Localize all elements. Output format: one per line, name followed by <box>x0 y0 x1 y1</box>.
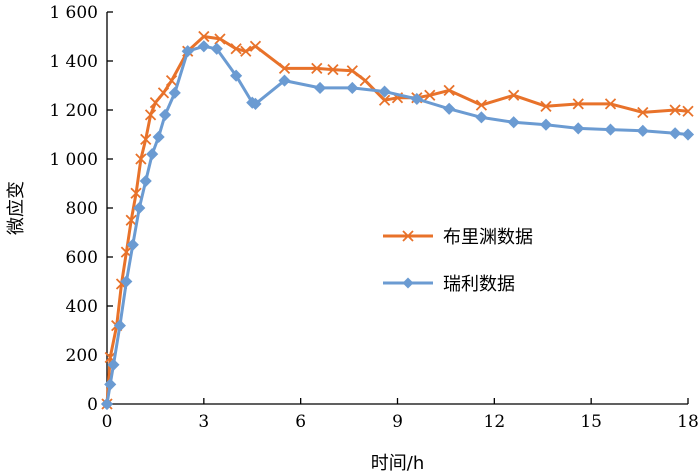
y-tick-label: 200 <box>66 346 98 366</box>
x-tick-label: 3 <box>198 412 209 432</box>
data-point <box>278 62 291 74</box>
data-point <box>378 85 391 98</box>
legend-label: 瑞利数据 <box>443 274 515 295</box>
data-point <box>100 397 114 411</box>
legend-marker <box>402 230 414 242</box>
data-point <box>636 124 649 137</box>
data-point <box>230 43 242 55</box>
data-point <box>197 40 210 53</box>
data-point <box>313 81 327 95</box>
legend-marker <box>402 277 414 289</box>
y-tick-label: 1 000 <box>49 150 98 170</box>
data-point <box>669 104 681 116</box>
data-point <box>681 128 695 141</box>
data-point <box>346 81 359 95</box>
data-point <box>144 109 157 121</box>
data-point <box>159 108 172 121</box>
data-point <box>508 89 520 101</box>
y-tick-label: 0 <box>87 395 98 415</box>
data-point <box>410 92 423 106</box>
data-point <box>130 187 142 199</box>
data-point <box>682 105 694 117</box>
series-rayleigh <box>100 40 695 411</box>
data-point <box>240 45 252 57</box>
data-point <box>346 65 358 77</box>
data-point <box>139 174 152 188</box>
data-point <box>539 118 553 131</box>
x-tick-label: 15 <box>580 412 602 432</box>
legend-item: 瑞利数据 <box>383 274 515 295</box>
data-point <box>120 275 133 288</box>
data-point <box>669 127 682 140</box>
data-point <box>443 84 455 97</box>
data-point <box>604 98 617 110</box>
y-axis-title: 微应变 <box>6 181 27 235</box>
data-point <box>113 319 126 332</box>
legend-label: 布里渊数据 <box>443 227 533 248</box>
data-point <box>125 214 137 226</box>
axes <box>106 12 688 405</box>
series-layer <box>100 30 695 411</box>
series-brillouin <box>101 30 694 410</box>
data-point <box>149 97 162 109</box>
x-tick-label: 6 <box>295 412 306 432</box>
data-point <box>107 358 120 371</box>
x-tick-label: 0 <box>102 412 113 432</box>
series-line <box>105 44 689 405</box>
data-point <box>198 30 210 43</box>
y-tick-label: 400 <box>66 297 98 317</box>
y-tick-label: 600 <box>66 248 98 268</box>
series-line <box>105 35 689 405</box>
data-point <box>327 63 339 76</box>
data-point <box>135 153 147 165</box>
data-point <box>133 201 146 215</box>
data-point <box>249 40 262 52</box>
y-tick-label: 1 600 <box>49 3 98 23</box>
data-point <box>572 98 584 110</box>
data-point <box>443 102 456 115</box>
data-point <box>475 99 488 111</box>
x-tick-label: 12 <box>484 412 506 432</box>
data-point <box>126 238 139 251</box>
data-point <box>214 33 226 45</box>
x-axis-title: 时间/h <box>371 453 424 473</box>
data-point <box>152 130 165 144</box>
data-point <box>230 69 243 82</box>
data-point <box>378 94 391 106</box>
data-point <box>637 106 649 119</box>
data-point <box>475 111 488 124</box>
y-tick-label: 800 <box>66 199 98 219</box>
data-point <box>210 42 223 55</box>
data-point <box>181 45 194 58</box>
data-point <box>278 74 291 87</box>
data-point <box>507 116 520 129</box>
x-tick-label: 18 <box>677 412 699 432</box>
data-point <box>140 133 152 146</box>
data-point <box>311 62 323 74</box>
data-point <box>168 86 181 99</box>
data-point <box>146 148 159 161</box>
data-point <box>104 378 117 391</box>
data-point <box>604 123 617 136</box>
y-axis-ticks: 0 200 400 600 800 1 000 1 200 1 400 1 600 <box>49 3 113 415</box>
data-point <box>572 122 585 135</box>
data-point <box>249 97 262 110</box>
y-tick-label: 1 200 <box>49 101 98 121</box>
data-point <box>165 74 178 87</box>
y-tick-label: 1 400 <box>49 52 98 72</box>
x-tick-label: 9 <box>392 412 403 432</box>
data-point <box>424 89 436 101</box>
x-axis-ticks: 0 3 6 9 12 15 18 <box>102 398 699 432</box>
data-point <box>540 100 552 112</box>
data-point <box>359 74 371 87</box>
legend-item: 布里渊数据 <box>383 227 533 248</box>
data-point <box>157 87 170 99</box>
